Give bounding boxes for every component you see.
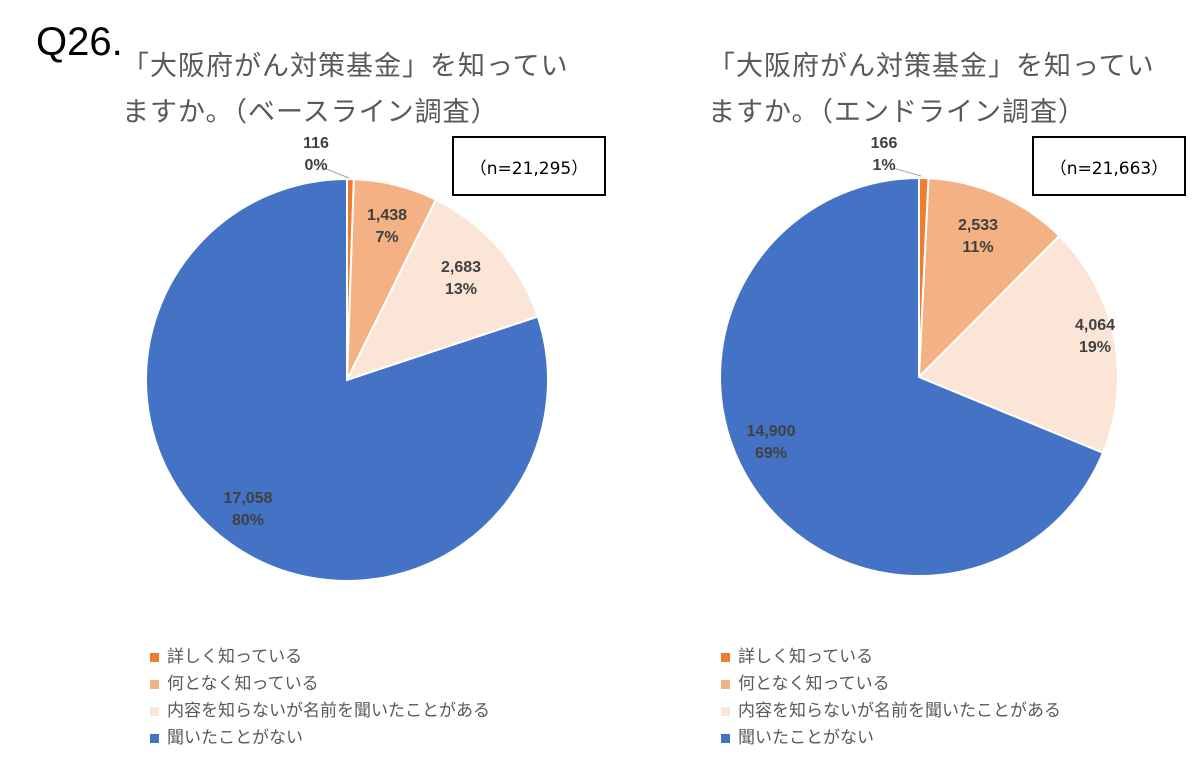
data-label: 13% xyxy=(445,281,477,298)
legend-item: 詳しく知っている xyxy=(150,644,490,671)
legend-swatch-icon xyxy=(150,653,159,662)
leader-line xyxy=(323,167,350,179)
endline-pie: 166 1% 2,533 11% 4,064 19% 14,900 69% xyxy=(719,135,1119,577)
data-label: 7% xyxy=(375,229,398,246)
data-label: 11% xyxy=(962,239,993,256)
data-label: 1% xyxy=(872,157,895,174)
pie-slice xyxy=(345,198,540,382)
legend-swatch-icon xyxy=(721,707,730,716)
data-label: 116 xyxy=(303,135,329,152)
legend-swatch-icon xyxy=(721,680,730,689)
legend-label: 内容を知らないが名前を聞いたことがある xyxy=(167,701,490,721)
legend-label: 何となく知っている xyxy=(738,674,890,694)
leader-line xyxy=(892,167,922,177)
legend-label: 何となく知っている xyxy=(167,674,319,694)
title-line-1: 「大阪府がん対策基金」を知ってい xyxy=(708,51,1155,82)
legend-item: 内容を知らないが名前を聞いたことがある xyxy=(721,698,1061,725)
legend-label: 詳しく知っている xyxy=(738,647,874,667)
title-line-1: 「大阪府がん対策基金」を知ってい xyxy=(122,51,569,82)
legend-item: 聞いたことがない xyxy=(150,725,490,752)
legend-label: 聞いたことがない xyxy=(738,728,874,748)
legend-item: 何となく知っている xyxy=(721,671,1061,698)
legend-label: 内容を知らないが名前を聞いたことがある xyxy=(738,701,1061,721)
endline-sample-size: （n=21,663） xyxy=(1032,136,1186,196)
legend-swatch-icon xyxy=(721,653,730,662)
data-label: 1,438 xyxy=(367,207,407,224)
legend-swatch-icon xyxy=(150,680,159,689)
data-label: 14,900 xyxy=(747,423,796,440)
legend-item: 内容を知らないが名前を聞いたことがある xyxy=(150,698,490,725)
legend-label: 詳しく知っている xyxy=(167,647,303,667)
baseline-pie: 116 0% 1,438 7% 2,683 13% 17,058 80% xyxy=(145,135,549,582)
endline-legend: 詳しく知っている 何となく知っている 内容を知らないが名前を聞いたことがある 聞… xyxy=(721,644,1061,752)
data-label: 4,064 xyxy=(1075,317,1115,334)
data-label: 2,533 xyxy=(958,217,998,234)
data-label: 2,683 xyxy=(441,259,481,276)
data-label: 17,058 xyxy=(224,490,273,507)
legend-item: 聞いたことがない xyxy=(721,725,1061,752)
baseline-legend: 詳しく知っている 何となく知っている 内容を知らないが名前を聞いたことがある 聞… xyxy=(150,644,490,752)
legend-item: 何となく知っている xyxy=(150,671,490,698)
data-label: 166 xyxy=(871,135,898,152)
legend-swatch-icon xyxy=(721,734,730,743)
endline-chart-title: 「大阪府がん対策基金」を知ってい ますか。（エンドライン調査） xyxy=(708,44,1155,136)
legend-label: 聞いたことがない xyxy=(167,728,303,748)
pie-slice xyxy=(917,177,1061,380)
baseline-sample-size: （n=21,295） xyxy=(452,136,606,196)
data-label: 0% xyxy=(304,157,327,174)
pie-slice xyxy=(145,177,549,582)
title-line-2: ますか。（エンドライン調査） xyxy=(708,97,1086,128)
legend-item: 詳しく知っている xyxy=(721,644,1061,671)
pie-slice xyxy=(917,234,1119,455)
legend-swatch-icon xyxy=(150,734,159,743)
baseline-chart-title: 「大阪府がん対策基金」を知ってい ますか。（ベースライン調査） xyxy=(122,44,569,136)
question-number: Q26. xyxy=(36,20,123,64)
data-label: 69% xyxy=(755,445,787,462)
title-line-2: ますか。（ベースライン調査） xyxy=(122,97,499,128)
data-label: 19% xyxy=(1079,339,1111,356)
data-label: 80% xyxy=(232,512,264,529)
legend-swatch-icon xyxy=(150,707,159,716)
pie-slice xyxy=(719,176,1105,577)
